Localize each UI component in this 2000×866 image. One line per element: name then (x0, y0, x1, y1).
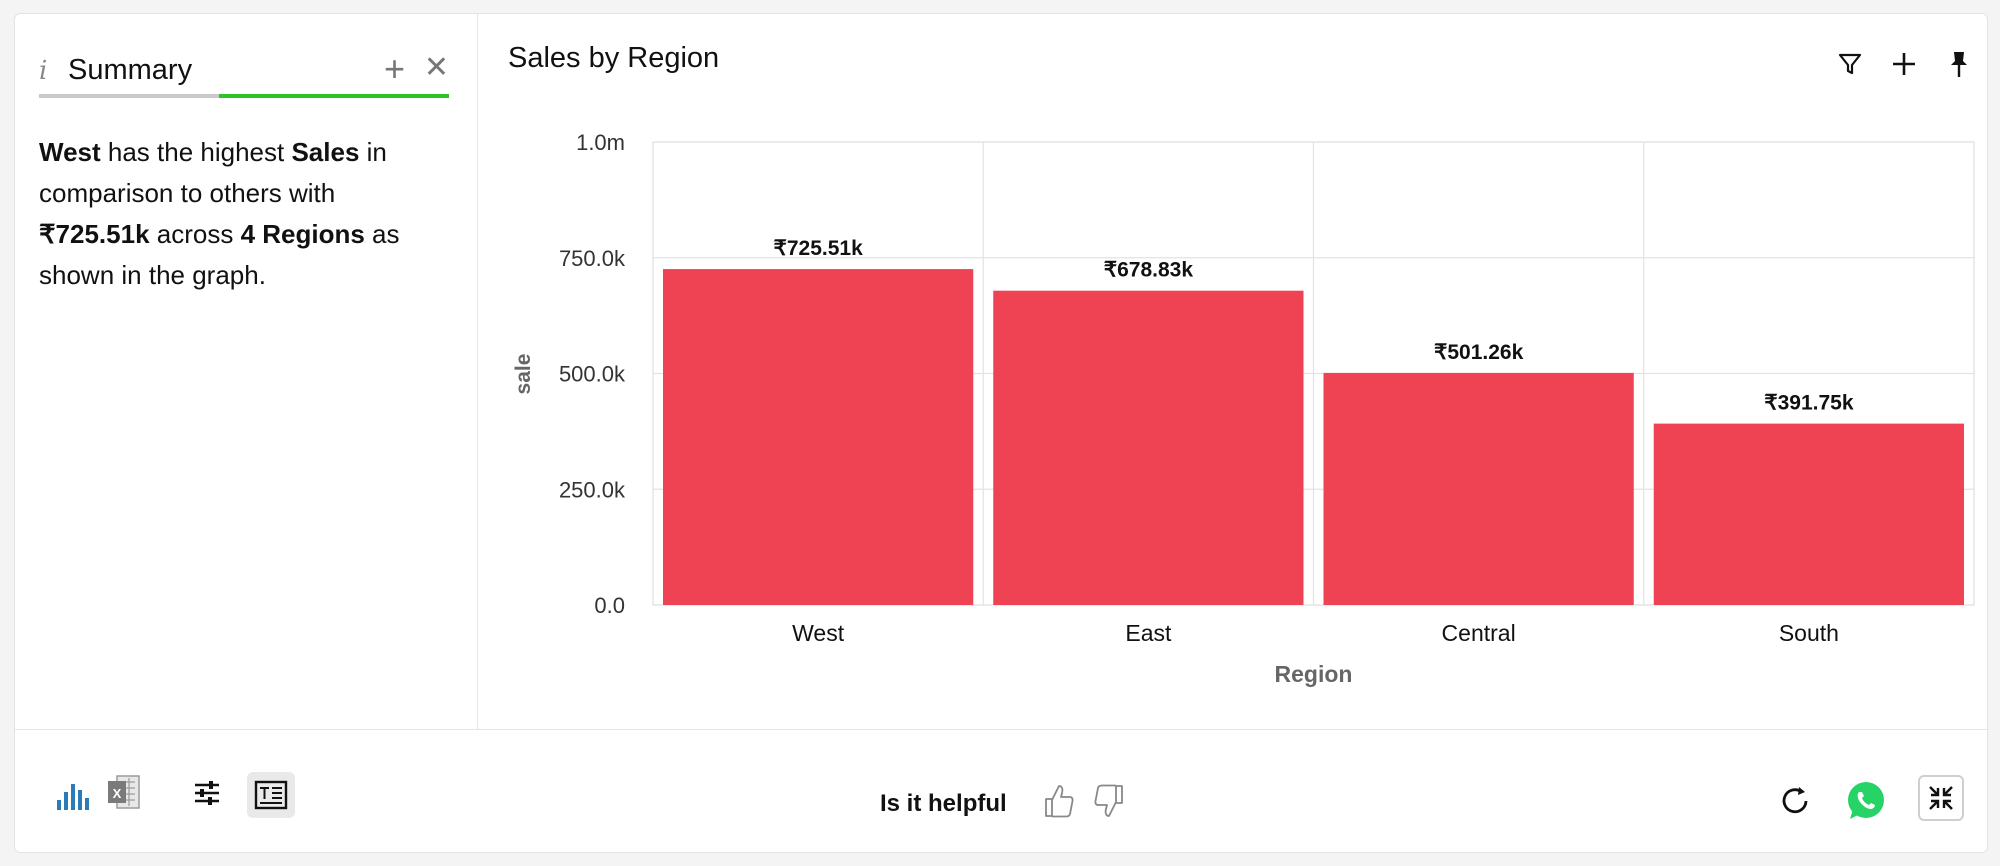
summary-value: ₹725.51k (39, 219, 150, 249)
excel-export-icon[interactable]: X (107, 774, 141, 810)
card-footer: X Is it helpful (15, 729, 1987, 854)
summary-text-part: as shown in the graph. (39, 219, 400, 290)
pin-icon[interactable] (1941, 46, 1977, 82)
chart-panel: Sales by Region 0.0 250.0k 500.0k 750.0k 1.0… (478, 14, 1988, 729)
add-icon[interactable]: + (383, 48, 405, 89)
summary-header: i Summary + ✕ (39, 34, 453, 114)
data-label: ₹725.51k (773, 237, 863, 260)
y-tick-label: 1.0m (576, 130, 625, 155)
text-view-icon[interactable] (247, 772, 295, 818)
close-icon[interactable]: ✕ (423, 51, 449, 84)
x-tick-label: South (1779, 620, 1839, 646)
y-tick-label: 750.0k (559, 246, 626, 271)
x-tick-label: East (1125, 620, 1172, 646)
bar-central (1323, 372, 1634, 605)
thumbs-down-icon[interactable] (1093, 782, 1125, 820)
summary-region: West (39, 137, 101, 167)
y-tick-label: 0.0 (594, 593, 625, 618)
x-axis-title: Region (1275, 661, 1353, 687)
bar-east (993, 290, 1304, 605)
bar-south (1653, 423, 1964, 605)
info-icon: i (39, 56, 48, 86)
summary-text: West has the highest Sales in comparison… (39, 132, 434, 296)
thumbs-up-icon[interactable] (1043, 782, 1075, 820)
refresh-icon[interactable] (1778, 784, 1812, 818)
summary-text-part: has the highest (100, 137, 292, 167)
insight-card: i Summary + ✕ West has the highest Sales… (14, 13, 1988, 853)
bar-chart: 0.0 250.0k 500.0k 750.0k 1.0m ₹725.51k West ₹67… (512, 130, 1975, 687)
y-axis-title: sale (512, 354, 535, 395)
settings-sliders-icon[interactable] (192, 778, 222, 808)
chart-title: Sales by Region (508, 42, 720, 74)
whatsapp-share-icon[interactable] (1844, 779, 1888, 823)
bar-west (663, 269, 974, 605)
filter-icon[interactable] (1832, 46, 1868, 82)
data-label: ₹391.75k (1764, 392, 1854, 415)
summary-measure: Sales (291, 137, 360, 167)
active-tab-indicator (219, 94, 449, 98)
y-tick-label: 250.0k (559, 477, 626, 502)
x-tick-label: Central (1442, 620, 1516, 646)
data-label: ₹678.83k (1104, 259, 1194, 282)
add-icon[interactable] (1886, 46, 1922, 82)
summary-count: 4 Regions (240, 219, 365, 249)
summary-panel: i Summary + ✕ West has the highest Sales… (15, 14, 478, 729)
y-tick-label: 500.0k (559, 362, 626, 387)
data-label: ₹501.26k (1434, 341, 1524, 364)
summary-text-part: across (149, 219, 241, 249)
svg-text:X: X (113, 786, 122, 801)
summary-title: Summary (68, 54, 193, 86)
minimize-icon[interactable] (1918, 775, 1964, 821)
chart-view-icon[interactable] (55, 778, 95, 812)
summary-tab-indicator (39, 94, 449, 98)
summary-text-part: in comparison to others with (39, 137, 387, 208)
helpful-prompt: Is it helpful (880, 790, 1007, 817)
x-tick-label: West (792, 620, 845, 646)
